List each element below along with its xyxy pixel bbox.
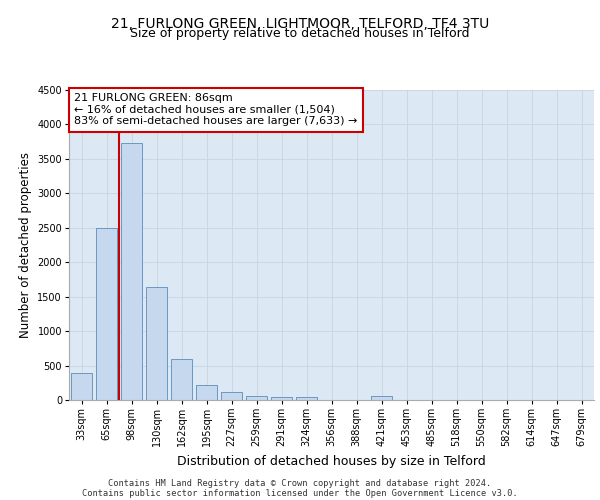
Bar (271, 397, 292, 400)
Y-axis label: Number of detached properties: Number of detached properties (19, 152, 32, 338)
Bar (121, 143, 142, 400)
Bar (96, 228, 117, 400)
Bar (196, 385, 217, 400)
Bar (371, 396, 392, 400)
Text: Size of property relative to detached houses in Telford: Size of property relative to detached ho… (130, 28, 470, 40)
Bar (146, 287, 167, 400)
Text: 21 FURLONG GREEN: 86sqm
← 16% of detached houses are smaller (1,504)
83% of semi: 21 FURLONG GREEN: 86sqm ← 16% of detache… (74, 93, 358, 126)
Bar (246, 396, 267, 400)
Text: 21, FURLONG GREEN, LIGHTMOOR, TELFORD, TF4 3TU: 21, FURLONG GREEN, LIGHTMOOR, TELFORD, T… (111, 18, 489, 32)
Bar (221, 392, 242, 400)
Text: Contains public sector information licensed under the Open Government Licence v3: Contains public sector information licen… (82, 488, 518, 498)
Bar (296, 397, 317, 400)
Bar (171, 360, 192, 400)
Text: Contains HM Land Registry data © Crown copyright and database right 2024.: Contains HM Land Registry data © Crown c… (109, 478, 491, 488)
X-axis label: Distribution of detached houses by size in Telford: Distribution of detached houses by size … (177, 455, 486, 468)
Bar (71, 373, 92, 400)
